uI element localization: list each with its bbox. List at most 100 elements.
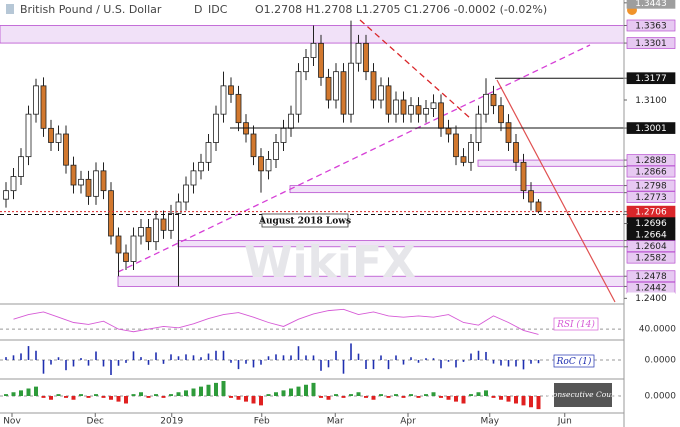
y-tick-box [626,205,676,218]
y-tick-label: 1.2773 [635,193,667,203]
candle-body [100,170,107,192]
count-bar [506,396,511,402]
candle-body [400,99,407,115]
y-tick-box [626,19,676,32]
count-bar [176,392,181,396]
count-bar [124,396,128,404]
y-tick-box [626,270,676,283]
candle-body [108,190,114,237]
count-bar [56,394,61,396]
count-bar [439,396,443,398]
y-tick-box [626,240,676,252]
candle-body [25,113,32,158]
count-bar [64,396,68,398]
count-bar [251,396,256,404]
y-tick-label: 1.2866 [635,168,667,178]
count-bar [34,386,38,396]
panel-label-box [553,354,595,368]
count-bar [514,396,518,404]
candle-body [318,42,324,78]
candle-body [228,85,234,95]
candle-body [3,190,9,200]
y-tick-label: 1.2664 [635,231,667,241]
candle-body [438,102,444,129]
candle-body [325,76,332,101]
count-bar [416,396,421,398]
candle-body [123,252,129,262]
y-tick-label: 1.2604 [635,242,667,252]
count-bar [334,394,338,396]
candle-body [190,170,197,186]
candle-body [520,161,527,192]
count-bar [26,388,31,396]
candle-body [258,156,264,172]
y-tick-box [627,292,675,304]
x-tick-label: Nov [3,417,21,427]
y-tick-label: 1.3001 [635,124,667,134]
candle-body [33,85,39,115]
count-bar [349,394,353,396]
count-bar [244,396,248,402]
count-bar [139,392,143,396]
candle-body [213,113,219,143]
candle-body [280,127,287,143]
level-band [0,25,625,44]
x-tick-label: Jun [557,417,572,427]
candle-body [295,71,302,115]
count-bar [109,396,113,400]
candle-body [175,201,182,214]
candle-body [505,122,512,143]
candle-body [490,93,497,107]
y-tick-label: 1.3443 [635,0,667,9]
candle-body [513,142,519,163]
y-tick-box [626,228,676,241]
candle-body [235,93,242,124]
y-tick-label: 40.0000 [639,325,676,335]
count-bar [154,394,158,396]
level-band [289,185,625,194]
panel-label: RoC (1) [556,356,592,367]
candle-body [468,142,474,163]
count-bar [266,394,271,396]
candle-body [378,85,384,101]
candle-body [18,156,24,177]
count-bar [94,394,98,396]
panel-label: RSI (14) [556,319,595,330]
count-bar [259,396,263,406]
x-tick-label: Dec [87,417,104,427]
y-tick-box [627,94,675,106]
count-bar [4,394,8,396]
count-bar [184,390,188,396]
count-bar [169,394,173,396]
count-bar [491,396,496,398]
y-tick-label: 1.2400 [635,294,667,304]
candle-body [265,159,272,172]
count-bar [484,390,488,396]
ohlc-readout: O1.2708 H1.2708 L1.2705 C1.2706 -0.0002 … [255,3,547,16]
count-bar [311,382,316,396]
candle-body [138,227,144,237]
y-tick-label: 1.3177 [635,74,667,84]
y-tick-label: 1.2888 [635,156,667,166]
source: IDC [208,3,228,16]
panel-label-box [553,317,599,331]
candle-body [10,176,17,192]
chart-title: British Pound / U.S. Dollar [20,3,162,16]
count-bar [116,396,121,402]
y-tick-label: 1.2478 [635,272,667,282]
count-bar [401,396,406,398]
count-bar [79,394,83,396]
candle-body [63,133,69,166]
y-tick-label: 0.0000 [645,356,677,366]
panel-label-box [554,383,612,407]
count-bar [499,396,503,400]
candle-body [40,85,47,129]
x-tick-label: Feb [254,417,270,427]
trendline [117,44,591,273]
candle-body [333,71,339,101]
price-axis: 1.3443 1.3363 1.3301 1.3177 1.3100 1.3001 1.28… [624,0,676,304]
y-tick-box [626,122,676,134]
y-tick-box [626,179,676,192]
indicator-panels: 40.0000 RSI (14) 0.0000 RoC (1) 0.0000 Consec… [0,308,677,410]
